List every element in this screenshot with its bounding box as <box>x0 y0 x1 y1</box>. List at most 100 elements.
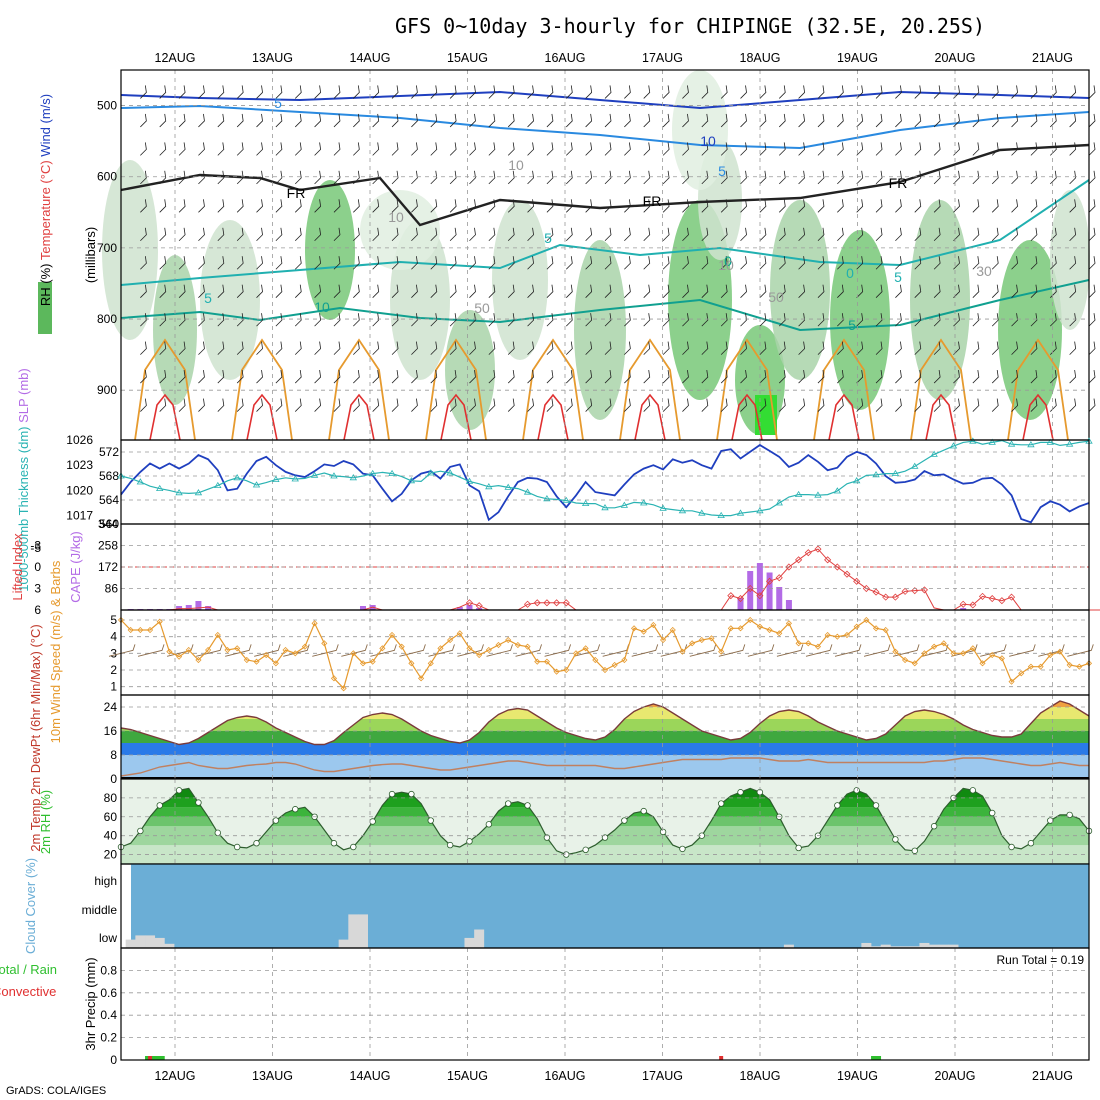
wind-barb <box>217 199 225 213</box>
wind-barb <box>1069 85 1077 99</box>
wind-barb <box>314 85 322 99</box>
rh-point <box>156 802 163 809</box>
wind-barb <box>895 398 902 412</box>
temp-contour-15 <box>1007 338 1069 441</box>
wind-barb <box>585 170 593 185</box>
wind-barb <box>527 170 534 185</box>
li-ytick: -5 <box>30 541 41 555</box>
wind-barb <box>759 256 767 270</box>
wind-barb <box>682 142 689 156</box>
wind-speed-point <box>456 630 463 637</box>
precip-convective-bar <box>148 1056 153 1060</box>
wind-barb <box>565 113 573 128</box>
wind-speed-point <box>234 645 241 652</box>
wind-barb <box>1049 256 1057 270</box>
cloud-bar <box>880 944 891 948</box>
wind-barb <box>217 370 225 384</box>
wind-barb <box>256 85 263 99</box>
wind-barb <box>624 113 631 128</box>
wind-speed-point <box>640 628 647 635</box>
cape-bar <box>766 572 773 610</box>
wind-barb <box>991 227 999 242</box>
wind-barb <box>759 398 767 412</box>
precip-ytick: 0.2 <box>100 1031 117 1045</box>
wind-barb <box>624 341 631 355</box>
wind-barb <box>294 113 302 128</box>
wind-barb <box>798 313 806 327</box>
wind-speed-point <box>1056 648 1064 655</box>
wind-speed-point <box>601 666 609 674</box>
wind-barb <box>198 227 205 242</box>
wind-barb <box>391 142 399 156</box>
rh-shade <box>492 200 548 360</box>
wind-barb <box>1069 227 1077 242</box>
wind-barb <box>701 113 709 128</box>
wind-barb <box>1011 113 1018 128</box>
rh-point <box>659 828 667 836</box>
contour-label: 10 <box>718 257 734 273</box>
wind-barb <box>933 313 941 327</box>
wind-barb <box>1069 142 1077 156</box>
wind-barb <box>1030 284 1038 298</box>
wind-barb <box>837 142 844 156</box>
wind-barb <box>798 370 806 384</box>
wind-barb <box>585 85 593 99</box>
rh-point <box>969 787 977 794</box>
wind-barb <box>372 398 380 412</box>
wind-barb-10m <box>544 644 572 657</box>
thickness-point <box>620 501 629 508</box>
wind-barb <box>565 170 573 185</box>
wind-barb <box>507 256 515 270</box>
wind-barb <box>585 284 593 298</box>
contour-label: 10 <box>314 299 330 315</box>
wind-barb <box>275 313 283 327</box>
wind-barb <box>159 142 167 156</box>
top-date-tick: 18AUG <box>740 51 781 65</box>
wind-barb <box>1088 398 1096 412</box>
wind-barb <box>391 170 399 185</box>
cloud-bar <box>474 929 485 948</box>
wind-barb <box>507 341 515 355</box>
li-point <box>824 556 832 564</box>
wind-barb <box>604 142 612 156</box>
wind-barb <box>914 284 922 298</box>
wind-barb <box>972 256 980 270</box>
contour-label: FR <box>889 175 908 191</box>
rh-point <box>253 840 260 847</box>
wind-barb <box>159 170 167 185</box>
thickness-point <box>407 477 416 484</box>
wind-barb <box>353 341 360 355</box>
wind-barb <box>546 227 554 242</box>
wind-barb <box>1069 170 1077 185</box>
wind-barb <box>1011 398 1018 412</box>
thickness-point <box>465 477 474 484</box>
wind-barb <box>1011 142 1018 156</box>
wind-speed-point <box>137 626 144 634</box>
wind-barb <box>178 85 186 99</box>
wind-speed-point <box>969 645 976 652</box>
wind-barb <box>740 341 747 355</box>
wind-barb <box>372 341 380 355</box>
wind-barb <box>740 370 747 384</box>
wind-barb <box>778 170 786 185</box>
wind-barb <box>585 256 593 270</box>
cloud-bar <box>890 946 901 948</box>
cloud-bar <box>900 946 911 948</box>
wind-barb <box>353 227 360 242</box>
wind-barb <box>624 398 631 412</box>
xsec-ytick: 900 <box>97 383 117 397</box>
contour-label: 50 <box>768 289 784 305</box>
wind-barb <box>469 199 476 213</box>
wind-barb <box>507 85 515 99</box>
wind-barb <box>817 85 825 99</box>
wind-speed-point <box>166 648 173 655</box>
wind-speed-point <box>485 646 492 654</box>
wind-barb <box>430 113 438 128</box>
wind-barb <box>991 341 999 355</box>
wind-speed-point <box>350 650 357 657</box>
wind-barb <box>488 370 496 384</box>
wind-speed-point <box>388 631 396 639</box>
wind-barb <box>604 370 612 384</box>
wind-barb <box>778 227 786 242</box>
wind-barb <box>430 227 438 242</box>
